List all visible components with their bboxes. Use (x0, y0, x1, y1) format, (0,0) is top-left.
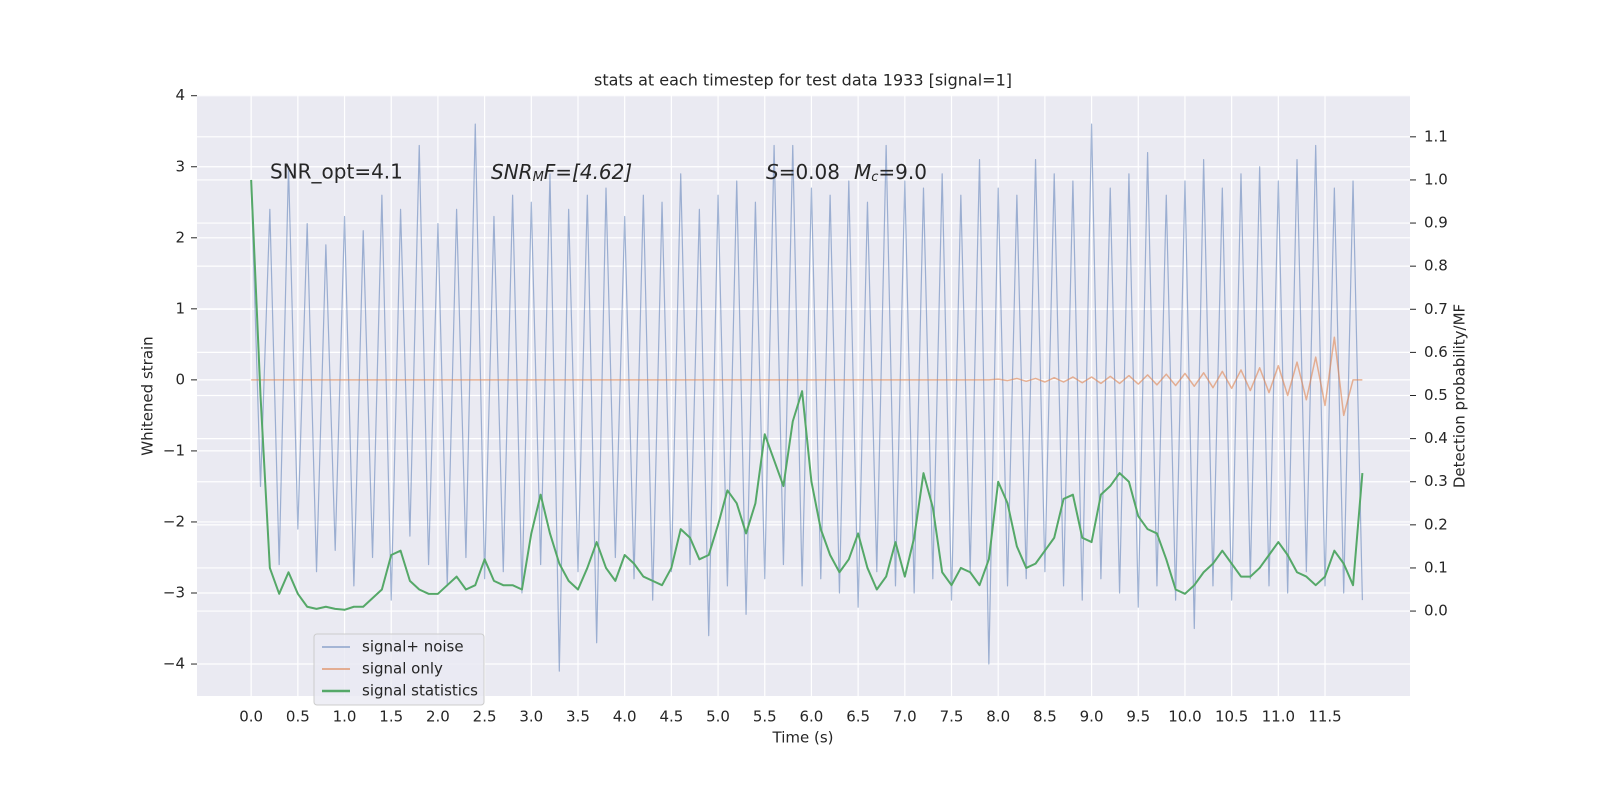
chart-title: stats at each timestep for test data 193… (594, 71, 1012, 90)
x-tick-label: 0.0 (239, 708, 263, 726)
y-tick-label: −1 (163, 441, 185, 459)
x-tick-label: 2.0 (426, 708, 450, 726)
annotation-part: F=[4.62] (544, 160, 632, 184)
annotation: SNRMF=[4.62] (491, 160, 632, 185)
x-tick-label: 7.5 (940, 708, 964, 726)
annotation-part: M (854, 160, 871, 184)
y-axis-label: Whitened strain (139, 336, 157, 455)
y2-tick-label: 0.1 (1424, 558, 1448, 576)
y-tick-label: 2 (175, 228, 185, 246)
y2-tick-label: 0.9 (1424, 214, 1448, 232)
annotation: S=0.08 Mc=9.0 (766, 160, 927, 185)
y-tick-label: −2 (163, 512, 185, 530)
y2-tick-label: 0.6 (1424, 343, 1448, 361)
y2-axis-label: Detection probability/MF (1451, 304, 1469, 488)
x-axis-label: Time (s) (772, 729, 834, 747)
x-tick-label: 1.0 (333, 708, 357, 726)
x-tick-label: 1.5 (379, 708, 403, 726)
y2-tick-label: 0.5 (1424, 386, 1448, 404)
x-tick-label: 10.0 (1168, 708, 1201, 726)
x-tick-label: 3.5 (566, 708, 590, 726)
y2-tick-label: 1.0 (1424, 170, 1448, 188)
annotation-part: SNR (491, 160, 533, 184)
x-tick-label: 9.0 (1080, 708, 1104, 726)
y-tick-label: 3 (175, 157, 185, 175)
marks (250, 123, 1364, 672)
x-tick-label: 11.5 (1308, 708, 1341, 726)
y-tick-label: 1 (175, 299, 185, 317)
x-tick-label: 10.5 (1215, 708, 1248, 726)
x-tick-label: 7.0 (893, 708, 917, 726)
x-tick-label: 3.0 (519, 708, 543, 726)
annotation-part: c (871, 170, 878, 185)
x-tick-label: 4.5 (659, 708, 683, 726)
x-tick-label: 9.5 (1126, 708, 1150, 726)
x-tick-label: 8.5 (1033, 708, 1057, 726)
legend-box (313, 633, 485, 706)
annotation-part: S (766, 160, 779, 184)
axes: 0.0 0.5 1.0 1.5 2.0 2.5 3.0 3.5 4.0 4.5 5.0 5.5 6.0 6… (163, 86, 1448, 725)
x-tick-label: 11.0 (1262, 708, 1295, 726)
x-tick-label: 6.5 (846, 708, 870, 726)
y2-tick-label: 0.4 (1424, 429, 1448, 447)
series-line (250, 179, 1364, 611)
y2-tick-label: 0.3 (1424, 472, 1448, 490)
y-tick-label: 4 (175, 86, 185, 104)
annotation-part: =9.0 (878, 160, 927, 184)
legend-label: signal statistics (362, 682, 478, 700)
legend-label: signal+ noise (362, 638, 464, 656)
legend-label: signal only (362, 660, 443, 678)
y-tick-label: 0 (175, 370, 185, 388)
legend: signal+ noise signal only signal statistic… (313, 633, 485, 706)
annotation: SNR_opt=4.1 (270, 160, 403, 184)
y2-tick-label: 0.7 (1424, 300, 1448, 318)
y-tick-label: −3 (163, 583, 185, 601)
annotation-part: M (533, 170, 544, 185)
x-tick-label: 8.0 (986, 708, 1010, 726)
series-line (251, 336, 1363, 417)
y2-tick-label: 0.8 (1424, 257, 1448, 275)
x-tick-label: 5.5 (753, 708, 777, 726)
x-tick-label: 5.0 (706, 708, 730, 726)
x-tick-label: 0.5 (286, 708, 310, 726)
x-tick-label: 2.5 (473, 708, 497, 726)
x-tick-label: 6.0 (800, 708, 824, 726)
series-line (250, 123, 1363, 672)
y2-tick-label: 0.0 (1424, 602, 1448, 620)
y2-tick-label: 0.2 (1424, 515, 1448, 533)
annotation-part: =0.08 (779, 160, 840, 184)
y-tick-label: −4 (163, 655, 185, 673)
x-tick-label: 4.0 (613, 708, 637, 726)
y2-tick-label: 1.1 (1424, 127, 1448, 145)
